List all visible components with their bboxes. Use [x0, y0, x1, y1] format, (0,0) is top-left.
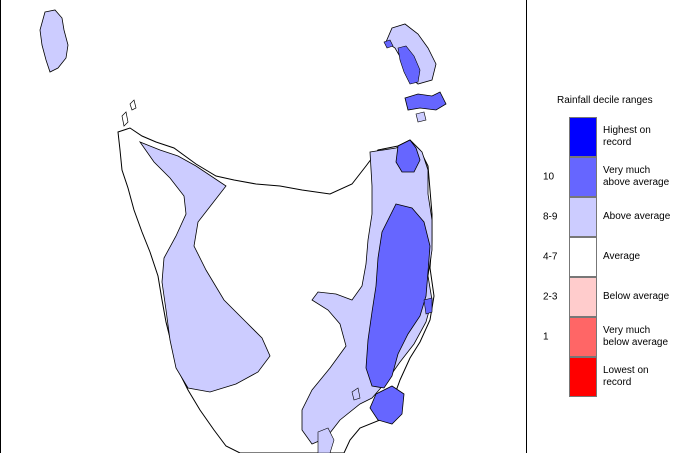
legend-category-label: Very much below average: [603, 325, 669, 348]
west-above-average-region: [138, 141, 271, 393]
small-island-b: [415, 111, 427, 123]
cape-barren-island: [404, 91, 447, 111]
legend-row: 8-9 Above average: [527, 197, 680, 237]
legend-color-swatch: [569, 317, 597, 357]
legend-category-label: Highest on record: [603, 125, 651, 148]
legend-color-swatch: [569, 357, 597, 397]
legend-row: 1 Very much below average: [527, 317, 680, 357]
map-frame-left-border: [0, 0, 1, 453]
legend-category-label: Lowest on record: [603, 365, 649, 388]
legend-row: 10 Very much above average: [527, 157, 680, 197]
legend-color-swatch: [569, 117, 597, 157]
legend-color-swatch: [569, 277, 597, 317]
legend-category-label: Below average: [603, 291, 670, 302]
legend-range-label: 2-3: [543, 291, 558, 303]
legend-title: Rainfall decile ranges: [557, 95, 653, 106]
legend-range-label: 8-9: [543, 211, 558, 223]
se-island-b: [351, 387, 361, 401]
flinders-island-wet-zone: [397, 45, 421, 85]
legend-row: Lowest on record: [527, 357, 680, 397]
tasman-peninsula: [369, 385, 405, 425]
legend-color-swatch: [569, 237, 597, 277]
legend-row: 4-7 Average: [527, 237, 680, 277]
nw-island-b: [121, 111, 129, 127]
bruny-island: [317, 427, 335, 453]
north-east-very-much-above-blob: [395, 139, 421, 173]
legend-range-label: 4-7: [543, 251, 558, 263]
legend-range-label: 10: [543, 171, 555, 183]
legend-category-label: Average: [603, 251, 641, 262]
legend-color-swatch: [569, 197, 597, 237]
small-island-a: [383, 39, 394, 49]
king-island: [39, 9, 69, 73]
se-island-a: [423, 297, 433, 315]
nw-island-a: [129, 99, 137, 111]
legend-category-label: Very much above average: [603, 165, 670, 188]
legend-range-label: 1: [543, 331, 549, 343]
map-frame-right-border: [526, 0, 527, 453]
legend-row: Highest on record: [527, 117, 680, 157]
legend-row: 2-3 Below average: [527, 277, 680, 317]
legend-category-label: Above average: [603, 211, 671, 222]
legend-color-swatch: [569, 157, 597, 197]
east-coast-very-much-above-region: [365, 203, 431, 389]
rainfall-legend: Rainfall decile ranges Highest on record…: [527, 0, 680, 453]
